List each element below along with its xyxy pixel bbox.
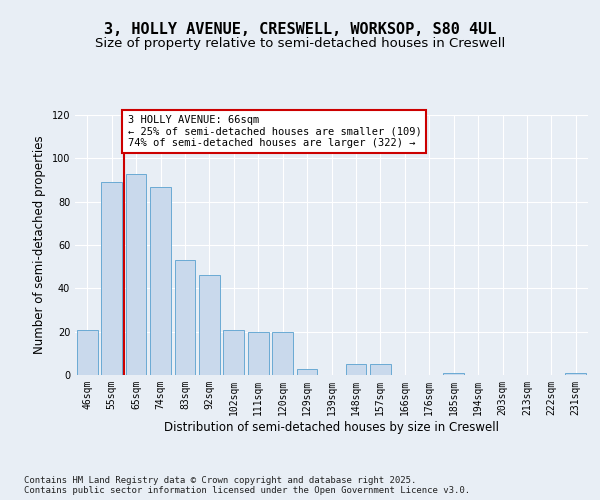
Bar (248, 332, 269, 375)
Text: Size of property relative to semi-detached houses in Creswell: Size of property relative to semi-detach… (95, 38, 505, 51)
Bar (223, 330, 244, 375)
Text: Contains HM Land Registry data © Crown copyright and database right 2025.
Contai: Contains HM Land Registry data © Crown c… (24, 476, 470, 495)
Bar (443, 373, 464, 375)
X-axis label: Distribution of semi-detached houses by size in Creswell: Distribution of semi-detached houses by … (164, 420, 499, 434)
Bar (101, 182, 122, 375)
Bar (175, 260, 196, 375)
Bar (150, 186, 171, 375)
Text: 3 HOLLY AVENUE: 66sqm
← 25% of semi-detached houses are smaller (109)
74% of sem: 3 HOLLY AVENUE: 66sqm ← 25% of semi-deta… (128, 115, 421, 148)
Bar (77, 330, 98, 375)
Bar (199, 276, 220, 375)
Bar (125, 174, 146, 375)
Bar (346, 364, 367, 375)
Bar (296, 368, 317, 375)
Y-axis label: Number of semi-detached properties: Number of semi-detached properties (33, 136, 46, 354)
Text: 3, HOLLY AVENUE, CRESWELL, WORKSOP, S80 4UL: 3, HOLLY AVENUE, CRESWELL, WORKSOP, S80 … (104, 22, 496, 38)
Bar (565, 373, 586, 375)
Bar (272, 332, 293, 375)
Bar (370, 364, 391, 375)
